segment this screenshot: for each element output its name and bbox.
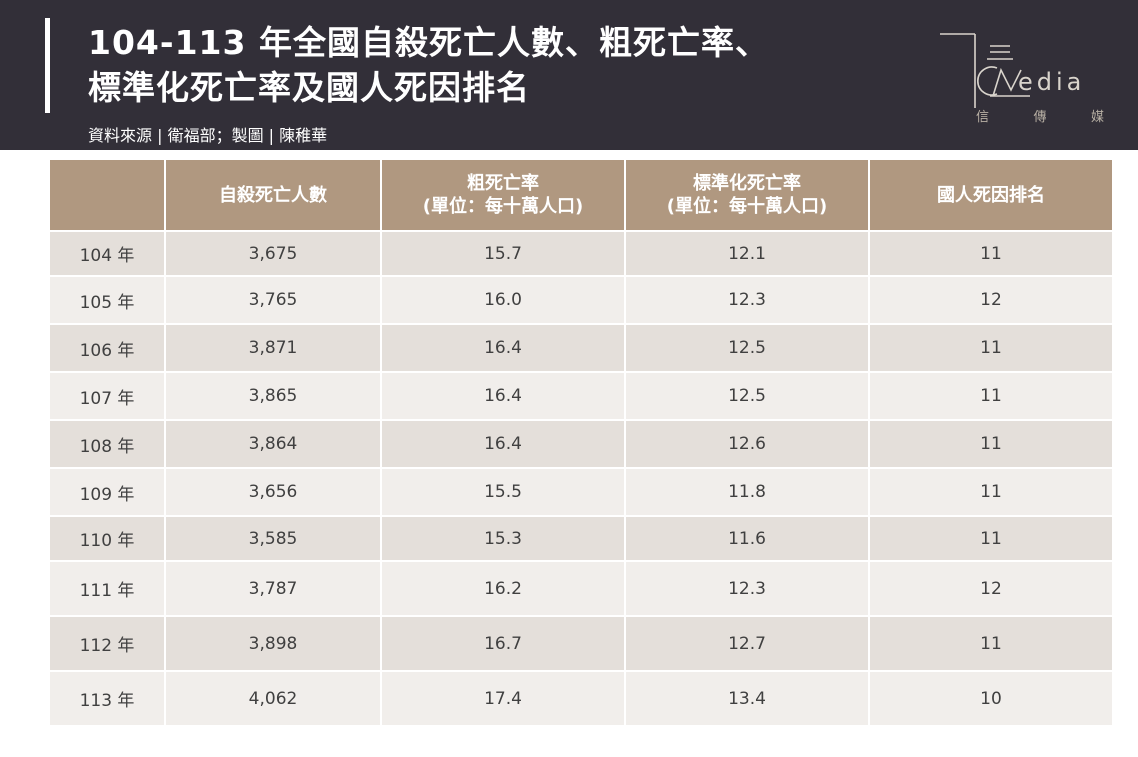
cell-crude-rate: 16.2	[382, 562, 624, 615]
logo-sub-2: 傳	[1033, 110, 1047, 125]
table-row: 110 年 3,585 15.3 11.6 11	[50, 517, 1112, 560]
cell-year: 110 年	[50, 517, 164, 560]
table-row: 107 年 3,865 16.4 12.5 11	[50, 373, 1112, 419]
title-line-2: 標準化死亡率及國人死因排名	[88, 68, 530, 107]
title-line-1: 104-113 年全國自殺死亡人數、粗死亡率、	[88, 23, 769, 62]
cell-deaths: 3,865	[166, 373, 380, 419]
cell-standardized-rate: 12.1	[626, 232, 868, 275]
cell-deaths: 3,898	[166, 617, 380, 670]
cell-year: 113 年	[50, 672, 164, 725]
cell-deaths: 3,765	[166, 277, 380, 323]
source-credit: 資料來源 | 衛福部；製圖 | 陳稚華	[88, 126, 328, 145]
cell-year: 106 年	[50, 325, 164, 371]
cell-rank: 10	[870, 672, 1112, 725]
cell-year: 104 年	[50, 232, 164, 275]
cell-deaths: 3,585	[166, 517, 380, 560]
cell-crude-rate: 15.5	[382, 469, 624, 515]
cell-deaths: 3,656	[166, 469, 380, 515]
data-table: 自殺死亡人數 粗死亡率 (單位：每十萬人口) 標準化死亡率 (單位：每十萬人口) 國…	[48, 158, 1114, 727]
media-logo-icon	[940, 33, 1030, 108]
table-row: 106 年 3,871 16.4 12.5 11	[50, 325, 1112, 371]
cell-rank: 12	[870, 277, 1112, 323]
table-row: 104 年 3,675 15.7 12.1 11	[50, 232, 1112, 275]
cell-rank: 11	[870, 373, 1112, 419]
cell-year: 112 年	[50, 617, 164, 670]
cell-crude-rate: 16.4	[382, 373, 624, 419]
cell-rank: 11	[870, 617, 1112, 670]
cell-deaths: 3,871	[166, 325, 380, 371]
header-cell-crude-rate: 粗死亡率 (單位：每十萬人口)	[382, 160, 624, 230]
table-row: 111 年 3,787 16.2 12.3 12	[50, 562, 1112, 615]
table-row: 105 年 3,765 16.0 12.3 12	[50, 277, 1112, 323]
header-cell-rank: 國人死因排名	[870, 160, 1112, 230]
cell-standardized-rate: 12.6	[626, 421, 868, 467]
cell-deaths: 4,062	[166, 672, 380, 725]
table-row: 112 年 3,898 16.7 12.7 11	[50, 617, 1112, 670]
cell-standardized-rate: 12.3	[626, 277, 868, 323]
cell-crude-rate: 16.7	[382, 617, 624, 670]
title-accent-bar	[45, 18, 50, 113]
cell-crude-rate: 16.4	[382, 325, 624, 371]
cell-crude-rate: 16.4	[382, 421, 624, 467]
header-cell-year	[50, 160, 164, 230]
page-title: 104-113 年全國自殺死亡人數、粗死亡率、 標準化死亡率及國人死因排名	[88, 20, 769, 110]
cell-standardized-rate: 11.8	[626, 469, 868, 515]
header-cell-deaths: 自殺死亡人數	[166, 160, 380, 230]
cell-rank: 12	[870, 562, 1112, 615]
cell-crude-rate: 16.0	[382, 277, 624, 323]
cell-standardized-rate: 12.5	[626, 373, 868, 419]
table-row: 113 年 4,062 17.4 13.4 10	[50, 672, 1112, 725]
table-header-row: 自殺死亡人數 粗死亡率 (單位：每十萬人口) 標準化死亡率 (單位：每十萬人口) 國…	[50, 160, 1112, 230]
cell-deaths: 3,864	[166, 421, 380, 467]
cell-year: 108 年	[50, 421, 164, 467]
header-banner: 104-113 年全國自殺死亡人數、粗死亡率、 標準化死亡率及國人死因排名 資料…	[0, 0, 1138, 150]
logo-sub-1: 信	[976, 110, 990, 125]
cell-crude-rate: 15.3	[382, 517, 624, 560]
cell-crude-rate: 17.4	[382, 672, 624, 725]
cell-standardized-rate: 12.3	[626, 562, 868, 615]
cell-standardized-rate: 11.6	[626, 517, 868, 560]
header-cell-standardized-rate: 標準化死亡率 (單位：每十萬人口)	[626, 160, 868, 230]
cell-year: 111 年	[50, 562, 164, 615]
cell-standardized-rate: 12.5	[626, 325, 868, 371]
cell-year: 105 年	[50, 277, 164, 323]
table-row: 109 年 3,656 15.5 11.8 11	[50, 469, 1112, 515]
cell-rank: 11	[870, 232, 1112, 275]
logo-brand-text: edia	[1018, 68, 1086, 96]
cell-deaths: 3,787	[166, 562, 380, 615]
cell-standardized-rate: 12.7	[626, 617, 868, 670]
cell-year: 107 年	[50, 373, 164, 419]
cell-deaths: 3,675	[166, 232, 380, 275]
cell-rank: 11	[870, 517, 1112, 560]
cell-standardized-rate: 13.4	[626, 672, 868, 725]
cell-rank: 11	[870, 421, 1112, 467]
cell-crude-rate: 15.7	[382, 232, 624, 275]
table-row: 108 年 3,864 16.4 12.6 11	[50, 421, 1112, 467]
cell-year: 109 年	[50, 469, 164, 515]
cell-rank: 11	[870, 325, 1112, 371]
logo-sub-3: 媒	[1090, 110, 1104, 125]
cell-rank: 11	[870, 469, 1112, 515]
